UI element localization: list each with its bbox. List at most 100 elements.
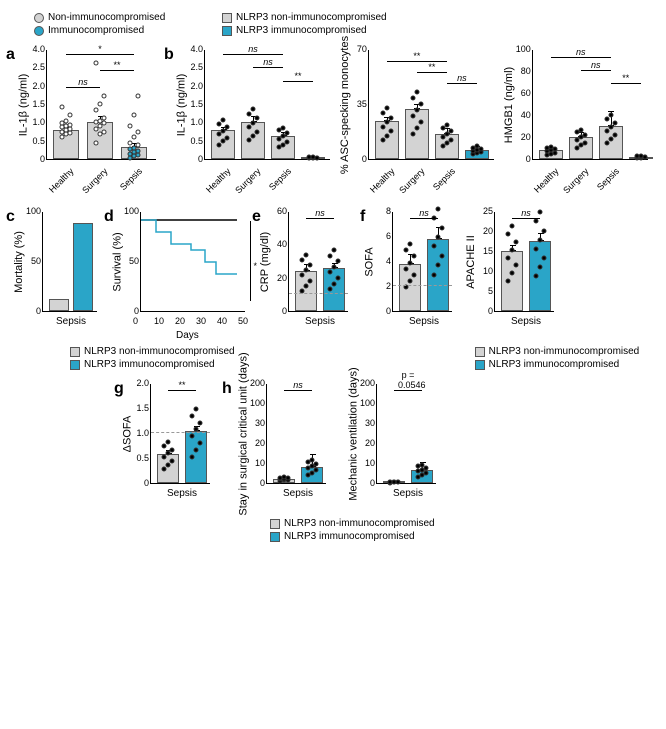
data-point (128, 140, 133, 145)
stat-text: ns (414, 208, 434, 218)
threshold-line (289, 293, 348, 294)
y-tick: 0.5 (32, 136, 45, 146)
data-point (68, 113, 73, 118)
y-tick: 20 (277, 273, 287, 283)
data-point (285, 131, 290, 136)
threshold-line (151, 432, 210, 433)
stat-bracket (100, 70, 134, 71)
stat-bracket (512, 218, 540, 219)
data-point (314, 468, 319, 473)
legend-item: NLRP3 non-immunocompromised (222, 12, 472, 23)
stat-text: ns (243, 44, 263, 54)
y-tick: 1.0 (190, 117, 203, 127)
data-point (542, 228, 547, 233)
data-point (582, 140, 587, 145)
legend-item: NLRP3 immunocompromised (70, 359, 235, 370)
y-tick: 40 (521, 110, 531, 120)
y-tick: 2 (386, 281, 391, 291)
data-point (282, 475, 287, 480)
y-label: HMGB1 (ng/ml) (503, 67, 515, 143)
y-tick: 2.5 (32, 62, 45, 72)
y-tick: 20 (483, 226, 493, 236)
y-tick: 70 (357, 44, 367, 54)
y-tick: 0 (40, 154, 45, 164)
data-point (304, 252, 309, 257)
data-point (608, 124, 613, 129)
x-tick: 0 (133, 316, 138, 326)
chart-sofa: 02468SOFASepsisns (392, 212, 452, 312)
data-point (448, 129, 453, 134)
stat-bracket (223, 54, 283, 55)
y-tick: 25 (483, 206, 493, 216)
data-point (255, 116, 260, 121)
stat-text: ns (452, 73, 472, 83)
stat-text: ns (571, 47, 591, 57)
stat-text: ** (288, 71, 308, 81)
stat-text: ns (73, 77, 93, 87)
data-point (68, 122, 73, 127)
x-tick: 50 (238, 316, 248, 326)
data-point (388, 129, 393, 134)
data-point (198, 420, 203, 425)
stat-bracket (283, 81, 313, 82)
chart-stay: 0102030100200Stay in surgical critical u… (266, 384, 326, 484)
y-label: SOFA (363, 247, 375, 276)
y-tick: 15 (483, 246, 493, 256)
data-point (432, 272, 437, 277)
data-point (638, 154, 643, 159)
chart-asc: 03570% ASC-specking monocytesHealthySurg… (368, 50, 494, 160)
y-tick: 2.0 (136, 378, 149, 388)
data-point (311, 155, 316, 160)
panel-label: h (222, 380, 232, 398)
stat-text: ** (172, 380, 192, 390)
legend-item: Immunocompromised (34, 25, 184, 36)
bar (241, 122, 265, 159)
bar (295, 271, 317, 311)
panel-b: b 00.51.01.52.02.54.0IL-1β (ng/ml)Health… (168, 50, 648, 160)
bar (435, 134, 459, 159)
y-tick: 1.0 (136, 428, 149, 438)
legend-swatch (475, 347, 485, 357)
data-point (221, 118, 226, 123)
data-point (190, 434, 195, 439)
y-tick: 8 (386, 206, 391, 216)
y-tick: 20 (255, 438, 265, 448)
x-label: Sepsis (404, 316, 444, 327)
stat-bracket (250, 221, 251, 301)
data-point (604, 128, 609, 133)
data-point (440, 253, 445, 258)
y-tick: 0 (282, 306, 287, 316)
data-point (384, 106, 389, 111)
data-point (98, 102, 103, 107)
y-tick: 60 (521, 88, 531, 98)
data-point (474, 144, 479, 149)
data-point (190, 454, 195, 459)
y-tick: 50 (129, 256, 139, 266)
stat-bracket (417, 72, 447, 73)
data-point (510, 247, 515, 252)
panel-label: b (164, 46, 174, 64)
panel-f: f 02468SOFASepsisns 0510152025APACHE IIS… (364, 212, 584, 312)
bar (185, 431, 207, 484)
y-label: IL-1β (ng/ml) (175, 74, 187, 137)
data-point (300, 273, 305, 278)
data-point (538, 237, 543, 242)
bar (399, 264, 421, 312)
data-point (412, 272, 417, 277)
legend-swatch (222, 13, 232, 23)
panel-label: g (114, 380, 124, 398)
x-label: Sepsis (162, 488, 202, 499)
data-point (414, 125, 419, 130)
data-point (336, 276, 341, 281)
data-point (408, 279, 413, 284)
y-tick: 100 (516, 44, 531, 54)
stat-bracket (66, 54, 134, 55)
data-point (404, 266, 409, 271)
data-point (418, 119, 423, 124)
bar (323, 268, 345, 311)
x-tick: 20 (175, 316, 185, 326)
data-point (255, 129, 260, 134)
y-label: Mechanic ventilation (days) (347, 367, 359, 500)
data-point (408, 242, 413, 247)
data-point (102, 115, 107, 120)
